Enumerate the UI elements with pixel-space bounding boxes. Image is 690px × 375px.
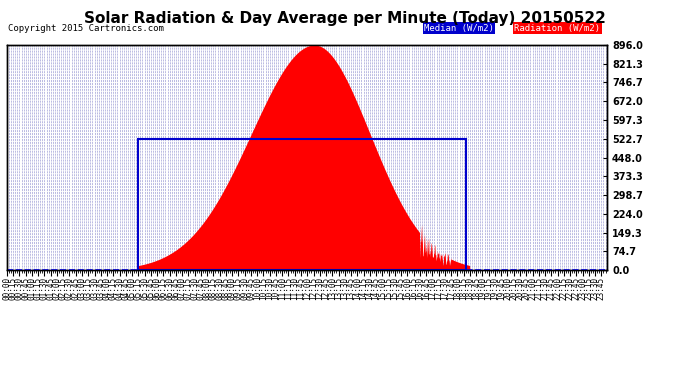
Bar xyxy=(138,139,466,270)
Text: Radiation (W/m2): Radiation (W/m2) xyxy=(514,24,600,33)
Text: Median (W/m2): Median (W/m2) xyxy=(424,24,494,33)
Text: Solar Radiation & Day Average per Minute (Today) 20150522: Solar Radiation & Day Average per Minute… xyxy=(84,11,606,26)
Text: Copyright 2015 Cartronics.com: Copyright 2015 Cartronics.com xyxy=(8,24,164,33)
